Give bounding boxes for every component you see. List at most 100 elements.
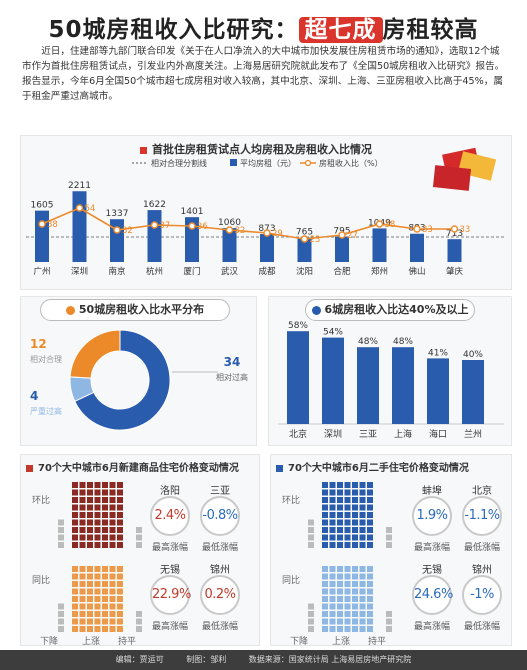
- ratio-point-1: [75, 204, 84, 212]
- grid-cell-1: [87, 603, 93, 610]
- grid-cell-1: [352, 626, 358, 632]
- grid-cell-1: [322, 527, 328, 533]
- grid-cell-1: [72, 504, 78, 511]
- grid-cell-1: [87, 611, 93, 617]
- grid-cell-1: [72, 566, 78, 572]
- grid-cell-0: [308, 611, 314, 617]
- ratio-label-8: 27: [347, 231, 358, 241]
- grid-cell-1: [79, 497, 86, 503]
- grid-cell-1: [79, 596, 86, 602]
- grid-cell-1: [352, 512, 358, 518]
- grid-cell-2: [386, 534, 392, 541]
- grid-cell-1: [72, 596, 78, 602]
- grid-cell-1: [109, 527, 116, 533]
- grid-cell-1: [359, 527, 366, 533]
- grid-cell-1: [367, 534, 373, 541]
- grid-cell-1: [359, 542, 366, 548]
- bar6-value-2: 48%: [358, 337, 378, 347]
- grid-cell-1: [337, 618, 343, 625]
- ratio-point-3: [150, 221, 159, 229]
- grid-cell-1: [359, 512, 366, 518]
- grid-cell-0: [308, 542, 314, 548]
- grid-cell-1: [109, 626, 116, 632]
- grid-cell-1: [87, 542, 93, 548]
- grid-cell-1: [352, 504, 358, 511]
- rent-chart: 相对合理分割线 平均房租（元） 房租收入比（%） 1605 广州 2211 深圳 1337 南京…: [26, 158, 505, 277]
- grid-cell-1: [329, 482, 336, 488]
- grid-cell-1: [94, 497, 101, 503]
- rent-chart-title: 首批住房租赁试点人均房租及房租收入比情况: [140, 141, 372, 157]
- grid-cell-1: [367, 527, 373, 533]
- grid-cell-1: [102, 611, 108, 617]
- rent-bar-5: [222, 228, 237, 262]
- grid-cell-1: [72, 611, 78, 617]
- grid-cell-1: [367, 482, 373, 488]
- grid-cell-1: [367, 489, 373, 496]
- nh-yoy-min-value: 0.2%: [200, 575, 240, 615]
- grid-cell-2: [386, 527, 392, 533]
- grid-cell-1: [344, 566, 351, 572]
- intro-paragraph: 近日，住建部等九部门联合印发《关于在人口净流入的大中城市加快发展住房租赁市场的通…: [22, 46, 505, 102]
- grid-cell-1: [322, 626, 328, 632]
- grid-cell-1: [94, 482, 101, 488]
- legend-ref-line-label: 相对合理分割线: [151, 158, 207, 168]
- pie-label-1: 相对合理: [30, 354, 62, 364]
- second-house-yoy-grid: [308, 566, 398, 636]
- bar6-category-2: 三亚: [359, 429, 377, 440]
- grid-cell-1: [329, 519, 336, 526]
- grid-cell-1: [337, 542, 343, 548]
- rent-category-4: 厦门: [183, 266, 200, 277]
- rent-bar-3: [147, 210, 162, 262]
- bar6-bar-4: [427, 358, 449, 424]
- grid-cell-1: [102, 519, 108, 526]
- grid-cell-1: [109, 611, 116, 617]
- grid-cell-0: [58, 603, 64, 610]
- pie-value-0: 34: [224, 355, 241, 369]
- grid-cell-1: [87, 596, 93, 602]
- ratio-label-10: 33: [422, 225, 433, 235]
- grid-cell-2: [386, 611, 392, 617]
- nh-yoy-max-label: 最高涨幅: [151, 622, 188, 632]
- grid-cell-1: [117, 497, 123, 503]
- legend-bar-label: 平均房租（元）: [240, 158, 296, 168]
- bar6-category-1: 深圳: [324, 429, 342, 440]
- second-house-x-up: 上涨: [332, 637, 351, 647]
- grid-cell-1: [117, 542, 123, 548]
- grid-cell-1: [102, 573, 108, 580]
- grid-cell-1: [109, 534, 116, 541]
- grid-cell-1: [359, 596, 366, 602]
- rent-bar-6: [260, 234, 274, 262]
- grid-cell-1: [72, 482, 78, 488]
- grid-cell-1: [109, 566, 116, 572]
- grid-cell-2: [136, 542, 142, 548]
- grid-cell-1: [87, 504, 93, 511]
- ratio-point-10: [413, 225, 421, 233]
- grid-cell-2: [136, 618, 142, 625]
- rent-category-11: 肇庆: [446, 266, 464, 277]
- ratio-label-6: 29: [272, 229, 283, 239]
- bar6-bar-3: [392, 347, 414, 424]
- ratio-point-8: [338, 231, 346, 239]
- grid-cell-1: [79, 618, 86, 625]
- grid-cell-1: [79, 534, 86, 541]
- page-title: 50城房租收入比研究： 超七成 房租较高: [48, 17, 479, 43]
- nh-mom-grid-svg: [58, 482, 142, 548]
- rent-bar-label-3: 1622: [143, 200, 166, 210]
- grid-cell-1: [102, 542, 108, 548]
- grid-cell-1: [87, 534, 93, 541]
- grid-cell-1: [344, 527, 351, 533]
- title-highlight: 超七成: [298, 17, 383, 43]
- grid-cell-1: [117, 618, 123, 625]
- grid-cell-1: [94, 611, 101, 617]
- grid-cell-1: [109, 497, 116, 503]
- grid-cell-1: [94, 596, 101, 602]
- grid-cell-1: [79, 519, 86, 526]
- grid-cell-1: [87, 573, 93, 580]
- grid-cell-1: [117, 489, 123, 496]
- rent-bar-label-11: 713: [446, 229, 463, 239]
- rent-bar-label-0: 1605: [31, 201, 54, 211]
- nh-mom-max-label: 最高涨幅: [151, 543, 188, 553]
- grid-cell-1: [117, 527, 123, 533]
- grid-cell-1: [352, 603, 358, 610]
- sh-mom-max-value: 1.9%: [412, 496, 452, 536]
